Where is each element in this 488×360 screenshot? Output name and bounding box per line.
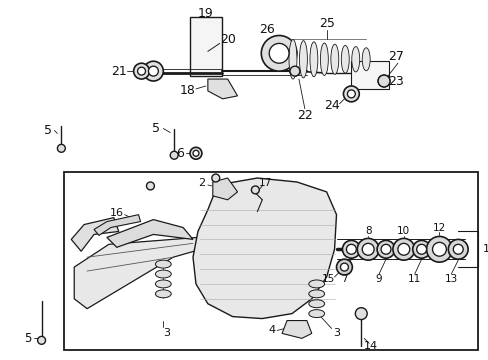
Polygon shape [71, 217, 119, 251]
Ellipse shape [299, 41, 307, 78]
Text: 5: 5 [43, 124, 51, 137]
Ellipse shape [308, 280, 324, 288]
Ellipse shape [362, 48, 369, 71]
Circle shape [143, 61, 163, 81]
Text: 23: 23 [387, 75, 403, 87]
Ellipse shape [341, 45, 348, 73]
Ellipse shape [308, 300, 324, 308]
Circle shape [269, 44, 288, 63]
Circle shape [380, 78, 386, 84]
Circle shape [289, 66, 299, 76]
Text: 26: 26 [259, 23, 275, 36]
Circle shape [412, 240, 429, 258]
Text: 4: 4 [268, 325, 275, 336]
Text: 18: 18 [180, 85, 196, 98]
Text: 3: 3 [163, 328, 169, 338]
Text: 20: 20 [219, 33, 235, 46]
Text: 6: 6 [176, 147, 183, 160]
Circle shape [343, 86, 359, 102]
Text: 25: 25 [318, 17, 334, 30]
Circle shape [251, 186, 259, 194]
Text: 8: 8 [364, 226, 371, 237]
Polygon shape [212, 178, 237, 200]
Circle shape [452, 244, 462, 254]
Polygon shape [74, 237, 207, 309]
Circle shape [146, 182, 154, 190]
Circle shape [447, 239, 467, 259]
Circle shape [38, 336, 45, 344]
Ellipse shape [288, 40, 296, 79]
Circle shape [190, 147, 202, 159]
Circle shape [346, 90, 355, 98]
Text: 10: 10 [396, 226, 409, 237]
Circle shape [376, 240, 394, 258]
Text: 17: 17 [258, 178, 271, 188]
Circle shape [292, 69, 296, 73]
Text: 9: 9 [375, 274, 382, 284]
Circle shape [148, 66, 158, 76]
Circle shape [336, 259, 352, 275]
Circle shape [380, 244, 390, 254]
Circle shape [397, 243, 409, 255]
Text: 2: 2 [198, 178, 205, 188]
Text: 3: 3 [332, 328, 339, 338]
Polygon shape [207, 79, 237, 99]
Text: 7: 7 [341, 274, 347, 284]
Text: 11: 11 [407, 274, 421, 284]
Polygon shape [94, 215, 140, 235]
Circle shape [342, 240, 360, 258]
Ellipse shape [155, 270, 171, 278]
Polygon shape [282, 320, 311, 338]
Circle shape [416, 244, 426, 254]
Circle shape [193, 150, 199, 156]
Polygon shape [107, 220, 193, 247]
Text: 15: 15 [321, 274, 335, 284]
Circle shape [133, 63, 149, 79]
Circle shape [357, 238, 378, 260]
Text: 21: 21 [111, 65, 126, 78]
Bar [64, 172, 477, 350]
Text: 16: 16 [110, 208, 123, 218]
Polygon shape [193, 178, 336, 319]
Ellipse shape [308, 310, 324, 318]
Text: 5: 5 [152, 122, 160, 135]
Ellipse shape [155, 290, 171, 298]
Text: 22: 22 [296, 109, 312, 122]
Ellipse shape [309, 42, 317, 77]
Circle shape [362, 243, 373, 255]
Ellipse shape [155, 260, 171, 268]
Ellipse shape [320, 43, 327, 76]
Text: 14: 14 [364, 341, 377, 351]
Text: 24: 24 [323, 99, 339, 112]
Circle shape [426, 237, 451, 262]
Circle shape [340, 263, 347, 271]
Text: 5: 5 [24, 332, 31, 345]
Bar [190, 17, 221, 76]
Text: 13: 13 [444, 274, 457, 284]
Circle shape [211, 174, 219, 182]
Ellipse shape [155, 280, 171, 288]
Circle shape [346, 244, 356, 254]
Circle shape [377, 75, 389, 87]
Circle shape [137, 67, 145, 75]
Ellipse shape [308, 290, 324, 298]
Circle shape [261, 36, 296, 71]
Text: 12: 12 [432, 222, 445, 233]
Circle shape [170, 151, 178, 159]
Circle shape [57, 144, 65, 152]
Ellipse shape [351, 46, 359, 72]
Text: 19: 19 [198, 7, 213, 20]
Text: 1: 1 [482, 244, 488, 254]
Circle shape [355, 308, 366, 320]
Circle shape [432, 242, 446, 256]
Text: 27: 27 [387, 50, 403, 63]
Ellipse shape [330, 44, 338, 74]
Circle shape [392, 238, 414, 260]
Bar [351, 61, 388, 89]
